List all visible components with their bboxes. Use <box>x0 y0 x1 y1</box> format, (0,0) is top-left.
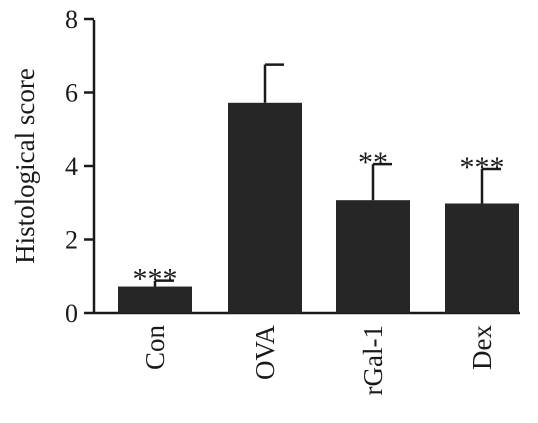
significance-label: *** <box>133 263 178 296</box>
category-label: Con <box>140 325 170 371</box>
y-axis-label: Histological score <box>10 68 40 264</box>
y-axis: 0 2 4 6 8 <box>65 5 96 328</box>
bar <box>336 200 410 313</box>
y-tick-label: 4 <box>65 152 78 181</box>
y-tick-label: 2 <box>65 226 78 255</box>
category-label: OVA <box>250 324 280 380</box>
significance-label: ** <box>358 146 388 179</box>
category-label: Dex <box>467 325 497 370</box>
y-tick-label: 0 <box>65 299 78 328</box>
bar <box>118 286 192 313</box>
y-ticks: 0 2 4 6 8 <box>65 5 94 328</box>
y-tick-label: 6 <box>65 79 78 108</box>
bar <box>228 102 302 313</box>
y-tick-label: 8 <box>65 5 78 34</box>
bars: *** Con OVA ** rGal-1 *** Dex <box>118 63 519 395</box>
bar <box>445 203 519 313</box>
category-label: rGal-1 <box>358 325 388 395</box>
significance-label: *** <box>460 151 505 184</box>
